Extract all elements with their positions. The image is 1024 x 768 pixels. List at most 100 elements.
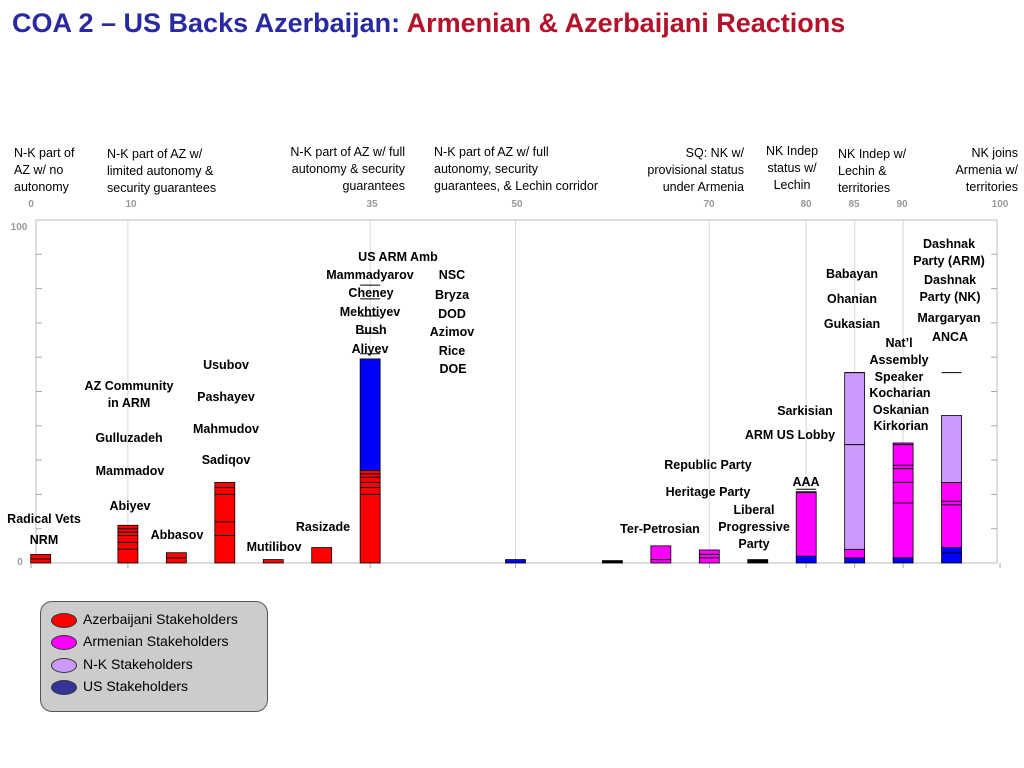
label-babayan: Babayan <box>825 267 879 281</box>
position-label-6-text: NK Indep status w/Lechin <box>765 144 819 192</box>
label-sadiqov: Sadiqov <box>201 453 251 467</box>
label-gukasian: Gukasian <box>823 317 881 331</box>
label-mammadov: Mammadov <box>95 464 165 478</box>
label-dod: DOD <box>438 307 466 321</box>
label-pashayev: Pashayev <box>197 390 255 404</box>
label-kirkorian: Kirkorian <box>873 419 929 433</box>
label-dashnak-nk: Dashnak Party (NK) <box>919 273 981 304</box>
label-doe: DOE <box>439 362 467 376</box>
position-label-8-text: NK joins Armenia w/territories <box>955 146 1018 194</box>
position-label-4: N-K part of AZ w/ full autonomy, security… <box>434 144 598 195</box>
bar-10-segment-armenian <box>698 549 720 564</box>
bar-14-segment-us <box>892 557 914 564</box>
bar-9-segment-armenian <box>650 545 672 564</box>
bar-10 <box>698 549 720 564</box>
bar-4 <box>262 559 284 564</box>
label-mekhtiyev: Mekhtiyev <box>339 305 401 319</box>
legend-label-nk: N-K Stakeholders <box>83 656 193 672</box>
bar-6-segment-azerbaijani <box>359 469 381 564</box>
label-nsc: NSC <box>438 268 466 282</box>
label-bush: Bush <box>355 323 387 337</box>
bar-13-segment-armenian <box>844 548 866 559</box>
label-nrm: NRM <box>29 533 59 547</box>
label-rasizade: Rasizade <box>295 520 351 534</box>
position-label-6: NK Indep status w/Lechin <box>766 143 818 194</box>
x-tick-50: 50 <box>511 199 523 210</box>
label-mammadyarov: Mammadyarov <box>326 268 414 282</box>
title-part2: Armenian & Azerbaijani Reactions <box>406 8 846 38</box>
position-label-1: N-K part of AZ w/ no autonomy <box>14 145 74 196</box>
label-ohanian: Ohanian <box>826 292 878 306</box>
legend: Azerbaijani Stakeholders Armenian Stakeh… <box>40 601 268 712</box>
label-aaa: AAA <box>792 475 820 489</box>
page-title: COA 2 – US Backs Azerbaijan: Armenian & … <box>12 8 845 39</box>
label-dashnak-arm: Dashnak Party (ARM) <box>913 237 985 268</box>
legend-swatch-azerbaijani <box>51 613 77 628</box>
x-tick-90: 90 <box>896 199 908 210</box>
legend-swatch-armenian <box>51 635 77 650</box>
label-rice: Rice <box>438 344 466 358</box>
x-tick-100: 100 <box>991 199 1009 210</box>
chart-bars <box>30 284 962 564</box>
bar-1-segment-azerbaijani <box>117 524 139 564</box>
bar-14 <box>892 442 914 564</box>
label-republic-party: Republic Party <box>664 458 752 472</box>
bar-5 <box>311 547 333 564</box>
label-gulluzadeh: Gulluzadeh <box>95 431 163 445</box>
y-tick-100: 100 <box>10 222 28 233</box>
bar-11-segment-dark <box>747 559 769 564</box>
bar-9 <box>650 545 672 564</box>
position-label-5: SQ: NK w/provisional status under Armenia <box>647 145 744 196</box>
x-tick-10: 10 <box>125 199 137 210</box>
label-bryza: Bryza <box>434 288 470 302</box>
legend-label-us: US Stakeholders <box>83 678 189 694</box>
bar-3 <box>214 481 236 564</box>
bar-5-segment-azerbaijani <box>311 547 333 564</box>
label-us-arm-amb: US ARM Amb <box>358 250 438 264</box>
position-label-8: NK joins Armenia w/territories <box>955 145 1018 196</box>
bar-13-segment-us <box>844 557 866 564</box>
label-abbasov: Abbasov <box>150 528 204 542</box>
bar-4-segment-azerbaijani <box>262 559 284 564</box>
bar-15-segment-us <box>941 547 962 564</box>
label-azimov: Azimov <box>429 325 475 339</box>
bar-0 <box>30 554 52 564</box>
y-tick-0: 0 <box>17 557 23 568</box>
label-heritage-party: Heritage Party <box>665 485 751 499</box>
label-radical-vets: Radical Vets <box>7 512 81 526</box>
x-tick-70: 70 <box>703 199 715 210</box>
bar-12-segment-us <box>795 555 817 564</box>
position-label-2-text: N-K part of AZ w/limited autonomy & secur… <box>107 147 217 195</box>
label-cheney: Cheney <box>348 286 394 300</box>
bar-13-segment-nk <box>844 372 866 550</box>
x-tick-0: 0 <box>28 199 34 210</box>
bar-8-segment-dark <box>602 560 623 564</box>
label-kocharian: Kocharian <box>869 386 931 400</box>
label-az-community: AZ Community in ARM <box>84 379 174 410</box>
position-label-3: N-K part of AZ w/ full autonomy & securit… <box>290 144 405 195</box>
label-mahmudov: Mahmudov <box>193 422 259 436</box>
bar-6-segment-us <box>359 358 381 471</box>
label-sarkisian: Sarkisian <box>777 404 833 418</box>
label-mutilibov: Mutilibov <box>246 540 302 554</box>
legend-swatch-nk <box>51 658 77 673</box>
title-part1: COA 2 – US Backs Azerbaijan: <box>12 8 401 38</box>
bar-14-segment-armenian <box>892 442 914 559</box>
legend-swatch-us <box>51 680 77 695</box>
position-label-3-text: N-K part of AZ w/ full autonomy & securit… <box>290 145 405 193</box>
position-label-4-text: N-K part of AZ w/ full autonomy, security… <box>434 145 598 193</box>
bar-12-segment-armenian <box>795 491 817 557</box>
label-ter-petrosian: Ter-Petrosian <box>620 522 700 536</box>
position-label-1-text: N-K part of AZ w/ no autonomy <box>14 146 75 194</box>
bar-15-segment-armenian <box>941 481 962 548</box>
bar-12 <box>795 488 817 564</box>
label-margaryan: Margaryan <box>917 311 981 325</box>
legend-label-armenian: Armenian Stakeholders <box>83 633 229 649</box>
label-abiyev: Abiyev <box>109 499 151 513</box>
position-label-2: N-K part of AZ w/limited autonomy & secur… <box>107 146 216 197</box>
label-liberal-progressive: Liberal Progressive Party <box>718 503 790 551</box>
bar-1 <box>117 524 139 564</box>
x-tick-85: 85 <box>848 199 860 210</box>
label-anca: ANCA <box>931 330 969 344</box>
